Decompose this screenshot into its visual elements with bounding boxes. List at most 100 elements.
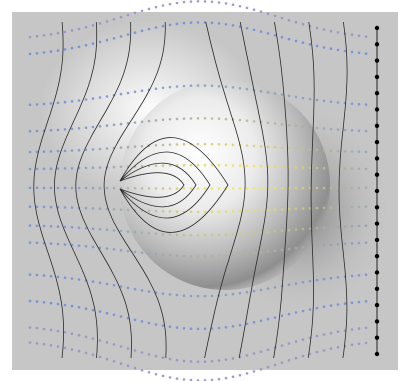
dot bbox=[70, 348, 74, 351]
dot bbox=[28, 341, 32, 344]
dot bbox=[287, 147, 291, 150]
dot bbox=[238, 232, 242, 236]
dot bbox=[217, 254, 221, 258]
dot bbox=[161, 118, 165, 122]
field-line bbox=[338, 21, 348, 359]
dot bbox=[42, 102, 46, 106]
dot bbox=[161, 324, 165, 327]
dot bbox=[210, 117, 214, 120]
dot bbox=[84, 126, 88, 129]
dot bbox=[357, 102, 361, 106]
dot bbox=[224, 164, 228, 167]
dot bbox=[119, 345, 123, 348]
dot bbox=[231, 292, 235, 296]
dot bbox=[28, 130, 32, 133]
dot bbox=[140, 351, 144, 354]
dot bbox=[357, 224, 361, 228]
dot bbox=[175, 377, 179, 380]
rail-dot bbox=[374, 351, 380, 357]
dot bbox=[210, 0, 214, 4]
dot bbox=[217, 1, 221, 4]
dot bbox=[56, 49, 60, 52]
dot bbox=[42, 205, 46, 209]
dot bbox=[63, 100, 67, 104]
dot bbox=[35, 103, 39, 106]
rail-dot bbox=[374, 172, 380, 177]
dot bbox=[49, 274, 53, 278]
dot bbox=[49, 328, 53, 332]
dot bbox=[238, 118, 242, 122]
dot bbox=[210, 294, 214, 298]
dot bbox=[84, 25, 88, 29]
dot bbox=[112, 208, 116, 211]
dot bbox=[105, 311, 109, 315]
dot bbox=[287, 342, 291, 345]
dot bbox=[287, 207, 291, 211]
dot bbox=[350, 274, 354, 278]
rail-dot bbox=[374, 188, 380, 194]
dot bbox=[343, 49, 347, 53]
dot bbox=[308, 186, 312, 190]
dot bbox=[294, 311, 298, 314]
dot bbox=[308, 352, 312, 356]
dot bbox=[147, 119, 151, 123]
dot bbox=[28, 186, 32, 190]
dot bbox=[224, 233, 228, 236]
dot bbox=[301, 186, 305, 190]
dot bbox=[147, 7, 151, 11]
dot bbox=[294, 124, 298, 128]
dot bbox=[231, 375, 235, 379]
dot bbox=[126, 364, 130, 368]
dot bbox=[364, 186, 368, 190]
dot bbox=[182, 117, 186, 120]
dot bbox=[301, 281, 305, 284]
dot bbox=[329, 186, 333, 190]
dot bbox=[154, 87, 158, 90]
dot bbox=[364, 35, 368, 38]
dot bbox=[91, 125, 95, 129]
dot bbox=[84, 335, 88, 339]
dot bbox=[308, 97, 312, 101]
dot bbox=[196, 360, 200, 364]
dot bbox=[56, 329, 60, 333]
dot bbox=[189, 210, 193, 214]
dot bbox=[196, 0, 200, 3]
dot bbox=[343, 167, 347, 170]
dot bbox=[266, 208, 270, 212]
dot bbox=[35, 241, 39, 245]
dot bbox=[350, 224, 354, 228]
dot bbox=[98, 207, 102, 210]
field-line bbox=[75, 21, 132, 359]
dot bbox=[210, 21, 214, 25]
dot bbox=[266, 317, 270, 321]
dot bbox=[350, 343, 354, 347]
dot bbox=[28, 241, 32, 244]
dot bbox=[329, 127, 333, 131]
dot bbox=[280, 186, 284, 190]
dot bbox=[280, 248, 284, 252]
dot bbox=[154, 164, 158, 167]
rail-dot bbox=[374, 156, 380, 161]
rail-dot bbox=[374, 319, 380, 324]
dot bbox=[336, 330, 340, 334]
dot bbox=[77, 333, 81, 337]
dot bbox=[175, 254, 179, 257]
dot bbox=[217, 377, 221, 381]
dot bbox=[112, 343, 116, 346]
dot bbox=[259, 251, 263, 254]
dot bbox=[350, 205, 354, 209]
dot bbox=[301, 354, 305, 358]
dot bbox=[210, 233, 214, 237]
dot bbox=[280, 16, 284, 20]
dot bbox=[259, 209, 263, 212]
dot bbox=[287, 37, 291, 41]
dot bbox=[168, 164, 172, 167]
dot bbox=[294, 246, 298, 250]
dot bbox=[168, 2, 172, 6]
dot bbox=[56, 149, 60, 153]
dot bbox=[308, 126, 312, 129]
dot bbox=[154, 209, 158, 213]
dot bbox=[273, 286, 277, 289]
dot bbox=[182, 233, 186, 237]
dot bbox=[77, 226, 81, 230]
